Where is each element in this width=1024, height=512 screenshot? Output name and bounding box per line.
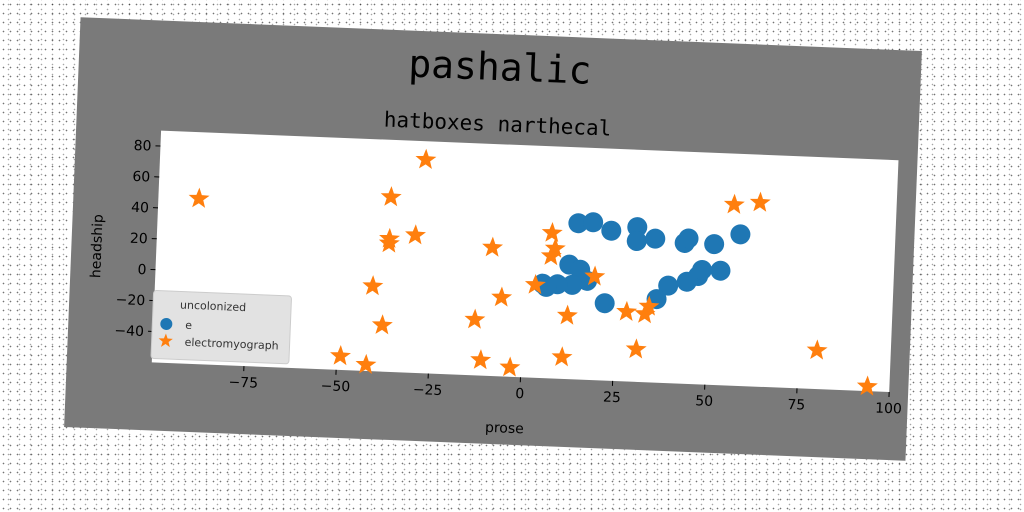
data-point-e (626, 231, 647, 252)
legend-box (150, 290, 292, 365)
data-point-electromyograph (856, 375, 878, 396)
data-point-e (704, 234, 725, 255)
data-point-electromyograph (584, 265, 606, 286)
x-tick-label: 100 (875, 400, 902, 417)
data-point-e (645, 228, 666, 249)
data-point-e (583, 212, 604, 233)
y-axis-label: headship (88, 214, 107, 279)
data-point-e (710, 260, 731, 281)
legend: uncolonized e electromyograph (150, 290, 292, 365)
data-point-electromyograph (541, 221, 563, 243)
y-tick-label: 60 (132, 169, 150, 186)
data-point-electromyograph (470, 349, 492, 370)
data-point-electromyograph (330, 345, 351, 366)
x-tick-label: −25 (413, 382, 443, 399)
data-point-electromyograph (749, 191, 771, 212)
chart-subtitle: hatboxes narthecal (383, 108, 611, 141)
data-point-e (658, 275, 679, 296)
x-tick-label: −50 (320, 378, 350, 395)
data-point-electromyograph (499, 356, 521, 377)
y-tick-label: 40 (131, 200, 149, 217)
data-point-electromyograph (723, 193, 745, 214)
data-point-electromyograph (524, 273, 546, 295)
data-point-electromyograph (405, 224, 426, 245)
legend-label-e: e (185, 319, 193, 332)
data-point-electromyograph (551, 346, 573, 367)
y-tick-label: 20 (130, 231, 148, 248)
data-point-electromyograph (464, 308, 486, 329)
data-point-e (562, 274, 583, 295)
data-point-electromyograph (540, 245, 562, 266)
chart-title: pashalic (408, 41, 593, 92)
data-point-e (594, 293, 615, 314)
data-point-electromyograph (378, 232, 400, 253)
data-point-e (730, 224, 751, 245)
chart-figure: pashalic hatboxes narthecal −75 −50 −25 0 25… (64, 17, 922, 461)
y-tick-label: −40 (114, 323, 144, 340)
scatter-chart: pashalic hatboxes narthecal −75 −50 −25 0 25… (88, 41, 902, 438)
data-point-e (568, 213, 589, 234)
data-point-e (678, 228, 699, 249)
x-axis-label: prose (485, 420, 524, 438)
data-point-electromyograph (362, 275, 384, 296)
x-tick-label: 25 (603, 390, 621, 407)
legend-label-electromyograph: electromyograph (184, 336, 279, 353)
data-point-electromyograph (616, 300, 638, 321)
y-axis: −40 −20 0 20 40 60 80 (114, 138, 161, 340)
data-point-e (692, 259, 713, 280)
data-point-electromyograph (491, 286, 513, 307)
plot-area (151, 130, 899, 393)
data-point-electromyograph (556, 304, 578, 325)
y-tick-label: 80 (133, 138, 151, 155)
x-axis: −75 −50 −25 0 25 50 75 100 (228, 366, 902, 418)
legend-marker-electromyograph (158, 333, 173, 348)
x-tick-label: 50 (695, 393, 713, 410)
data-point-electromyograph (638, 295, 660, 316)
data-point-electromyograph (415, 148, 437, 169)
legend-marker-e (160, 317, 173, 330)
x-tick-label: 0 (515, 386, 525, 402)
data-point-electromyograph (806, 339, 828, 360)
data-series-layer (188, 148, 878, 396)
legend-title: uncolonized (180, 298, 247, 314)
data-point-electromyograph (188, 187, 210, 208)
y-tick-label: 0 (137, 262, 147, 278)
y-tick-label: −20 (115, 292, 145, 309)
data-point-electromyograph (625, 338, 647, 359)
x-tick-label: −75 (228, 375, 258, 392)
data-point-electromyograph (482, 236, 504, 257)
data-point-e (601, 220, 622, 241)
data-point-electromyograph (371, 314, 393, 335)
data-point-electromyograph (355, 353, 377, 374)
x-tick-label: 75 (787, 397, 805, 414)
data-point-electromyograph (380, 186, 402, 207)
